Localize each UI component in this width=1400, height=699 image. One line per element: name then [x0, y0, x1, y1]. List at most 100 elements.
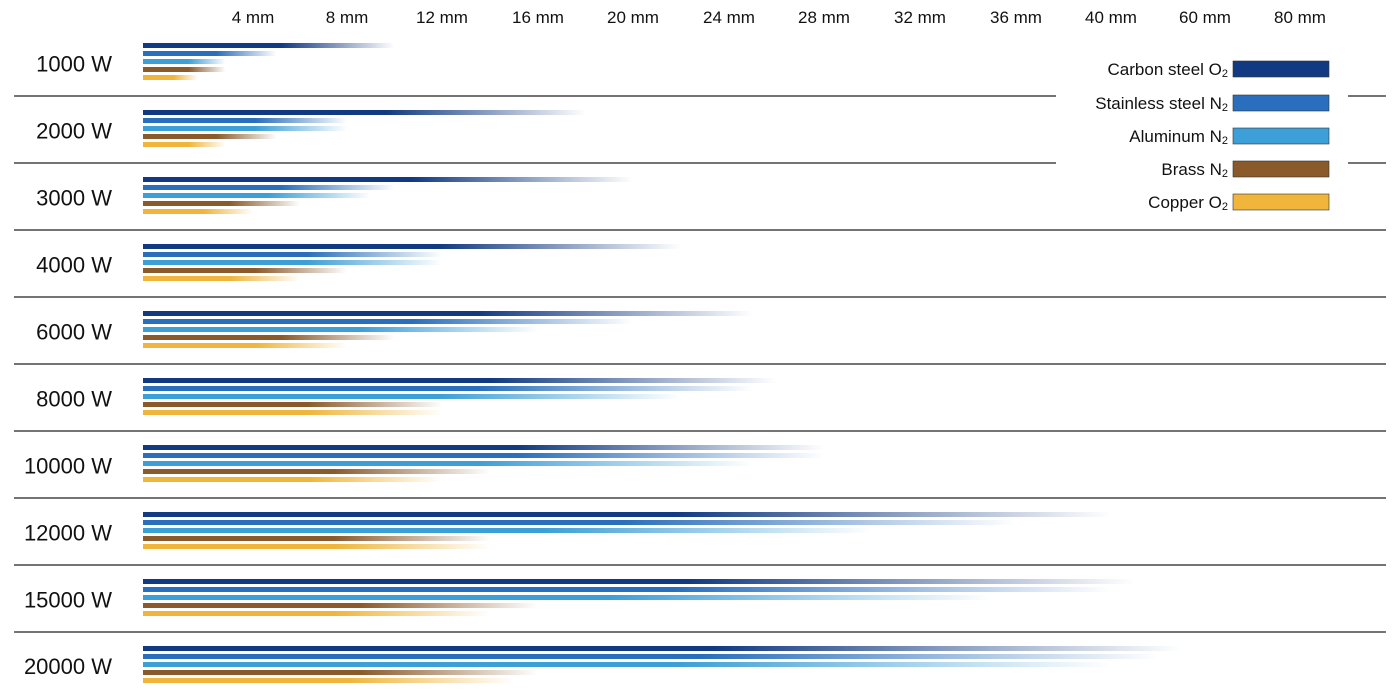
- bar-copper: [143, 477, 442, 482]
- bar-carbon-steel: [143, 244, 681, 249]
- bar-carbon-steel: [143, 445, 824, 450]
- bar-brass: [143, 603, 538, 608]
- bar-brass: [143, 134, 277, 139]
- bar-stainless-steel: [143, 118, 347, 123]
- bar-stainless-steel: [143, 453, 824, 458]
- bar-stainless-steel: [143, 587, 1111, 592]
- bar-copper: [143, 209, 253, 214]
- legend-label: Carbon steel O2: [1108, 60, 1228, 80]
- bar-brass: [143, 536, 490, 541]
- bar-stainless-steel: [143, 252, 442, 257]
- bar-stainless-steel: [143, 520, 1016, 525]
- bar-copper: [143, 678, 514, 683]
- x-tick-label: 20 mm: [607, 8, 659, 27]
- bar-aluminum: [143, 327, 538, 332]
- x-axis-ticks: 4 mm 8 mm 12 mm 16 mm 20 mm 24 mm 28 mm 32 mm 36…: [232, 8, 1326, 27]
- bar-carbon-steel: [143, 579, 1135, 584]
- row-label: 15000 W: [24, 588, 112, 613]
- legend-swatch: [1232, 193, 1330, 211]
- bar-brass: [143, 268, 347, 273]
- bar-stainless-steel: [143, 185, 395, 190]
- x-tick-label: 16 mm: [512, 8, 564, 27]
- bar-carbon-steel: [143, 311, 753, 316]
- bar-brass: [143, 469, 490, 474]
- legend-label: Aluminum N2: [1129, 127, 1228, 147]
- row-label: 2000 W: [36, 119, 112, 144]
- x-tick-label: 8 mm: [326, 8, 369, 27]
- bar-stainless-steel: [143, 51, 277, 56]
- row-label: 1000 W: [36, 52, 112, 77]
- bar-carbon-steel: [143, 110, 586, 115]
- x-tick-label: 24 mm: [703, 8, 755, 27]
- legend-label: Copper O2: [1148, 193, 1228, 213]
- bar-carbon-steel: [143, 177, 633, 182]
- bar-copper: [143, 142, 226, 147]
- row-label: 10000 W: [24, 454, 112, 479]
- bar-copper: [143, 410, 442, 415]
- x-tick-label: 4 mm: [232, 8, 275, 27]
- chart-rows: 1000 W 2000 W 3000 W 4000 W 6000 W 8000 W 1000…: [24, 43, 1182, 683]
- bar-carbon-steel: [143, 646, 1182, 651]
- x-tick-label: 60 mm: [1179, 8, 1231, 27]
- row-20000-w: 20000 W: [24, 646, 1182, 683]
- row-6000-w: 6000 W: [36, 311, 753, 348]
- x-tick-label: 12 mm: [416, 8, 468, 27]
- row-label: 20000 W: [24, 654, 112, 679]
- legend-label: Brass N2: [1161, 160, 1228, 180]
- row-12000-w: 12000 W: [24, 512, 1111, 549]
- bar-stainless-steel: [143, 319, 633, 324]
- bar-copper: [143, 544, 490, 549]
- bar-carbon-steel: [143, 512, 1111, 517]
- bar-brass: [143, 201, 300, 206]
- legend-item-stainless-steel: Stainless steel N2: [1095, 94, 1330, 114]
- bar-copper: [143, 611, 490, 616]
- bar-aluminum: [143, 126, 347, 131]
- row-3000-w: 3000 W: [36, 177, 633, 214]
- x-tick-label: 28 mm: [798, 8, 850, 27]
- bar-copper: [143, 276, 300, 281]
- x-tick-label: 32 mm: [894, 8, 946, 27]
- bar-aluminum: [143, 595, 992, 600]
- row-label: 4000 W: [36, 253, 112, 278]
- bar-stainless-steel: [143, 386, 753, 391]
- row-label: 12000 W: [24, 521, 112, 546]
- legend-item-carbon-steel: Carbon steel O2: [1108, 60, 1330, 80]
- legend-item-aluminum: Aluminum N2: [1129, 127, 1330, 147]
- x-tick-label: 40 mm: [1085, 8, 1137, 27]
- bar-aluminum: [143, 394, 681, 399]
- legend-swatch: [1232, 127, 1330, 145]
- bar-copper: [143, 75, 198, 80]
- bar-aluminum: [143, 461, 753, 466]
- row-separators: [14, 95, 1386, 633]
- row-15000-w: 15000 W: [24, 579, 1135, 616]
- bar-aluminum: [143, 662, 1111, 667]
- legend-swatch: [1232, 94, 1330, 112]
- x-tick-label: 36 mm: [990, 8, 1042, 27]
- row-10000-w: 10000 W: [24, 445, 824, 482]
- row-label: 3000 W: [36, 186, 112, 211]
- bar-copper: [143, 343, 347, 348]
- bar-brass: [143, 670, 538, 675]
- row-2000-w: 2000 W: [36, 110, 586, 147]
- legend-swatch: [1232, 160, 1330, 178]
- legend-item-brass: Brass N2: [1161, 160, 1330, 180]
- bar-brass: [143, 335, 395, 340]
- chart-legend: Carbon steel O2 Stainless steel N2 Aluminu…: [1095, 60, 1330, 213]
- bar-stainless-steel: [143, 654, 1158, 659]
- row-8000-w: 8000 W: [36, 378, 777, 415]
- bar-aluminum: [143, 59, 226, 64]
- row-1000-w: 1000 W: [36, 43, 395, 80]
- row-4000-w: 4000 W: [36, 244, 681, 281]
- bar-brass: [143, 67, 226, 72]
- x-tick-label: 80 mm: [1274, 8, 1326, 27]
- bar-aluminum: [143, 193, 371, 198]
- bar-carbon-steel: [143, 43, 395, 48]
- row-label: 6000 W: [36, 320, 112, 345]
- bar-aluminum: [143, 528, 872, 533]
- legend-label: Stainless steel N2: [1095, 94, 1228, 114]
- bar-brass: [143, 402, 442, 407]
- legend-swatch: [1232, 60, 1330, 78]
- row-label: 8000 W: [36, 387, 112, 412]
- bar-carbon-steel: [143, 378, 777, 383]
